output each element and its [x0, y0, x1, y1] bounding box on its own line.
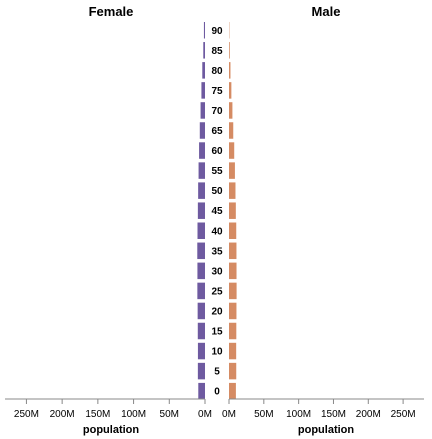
female-bar-age-55	[198, 162, 205, 179]
female-bar-age-25	[197, 282, 205, 300]
female-x-axis-title: population	[83, 424, 139, 436]
age-label-60: 60	[211, 146, 223, 157]
male-bar-age-20	[229, 302, 237, 320]
male-bar-age-15	[229, 322, 237, 340]
age-label-40: 40	[211, 226, 223, 237]
female-tick-label-250M: 250M	[14, 409, 39, 420]
male-tick-label-150M: 150M	[321, 409, 346, 420]
male-bar-age-50	[229, 182, 236, 199]
female-bar-age-70	[200, 102, 205, 119]
male-bar-age-45	[229, 202, 236, 219]
female-bar-age-75	[201, 82, 205, 99]
age-label-50: 50	[211, 186, 223, 197]
male-tick-label-250M: 250M	[391, 409, 416, 420]
female-bar-age-30	[197, 262, 205, 280]
male-bar-age-65	[229, 122, 234, 139]
male-tick-label-200M: 200M	[356, 409, 381, 420]
male-bar-age-35	[229, 242, 237, 260]
female-bar-age-80	[202, 62, 205, 79]
age-label-55: 55	[211, 166, 223, 177]
age-label-75: 75	[211, 86, 223, 97]
male-bars	[229, 22, 237, 400]
female-bar-age-5	[197, 362, 205, 380]
female-x-axis: 250M 200M 150M 100M 50M 0M	[5, 398, 212, 420]
female-tick-label-200M: 200M	[50, 409, 75, 420]
female-tick-label-100M: 100M	[121, 409, 146, 420]
age-label-85: 85	[211, 46, 223, 57]
age-label-20: 20	[211, 306, 223, 317]
male-bar-age-25	[229, 282, 237, 300]
female-tick-label-50M: 50M	[160, 409, 179, 420]
age-label-25: 25	[211, 286, 223, 297]
age-label-5: 5	[214, 367, 220, 378]
age-label-30: 30	[211, 266, 223, 277]
female-tick-label-150M: 150M	[85, 409, 110, 420]
age-label-35: 35	[211, 246, 223, 257]
male-x-axis: 0M 50M 100M 150M 200M 250M	[222, 398, 424, 420]
panel-title-male: Male	[312, 4, 341, 19]
female-bar-age-0	[198, 382, 205, 400]
male-bar-age-10	[229, 342, 237, 360]
female-bar-age-60	[199, 142, 205, 159]
female-bar-age-10	[197, 342, 205, 360]
age-label-45: 45	[211, 206, 223, 217]
age-label-90: 90	[211, 26, 223, 37]
male-bar-age-55	[229, 162, 235, 179]
female-bar-age-15	[197, 322, 205, 340]
male-bar-age-85	[229, 42, 230, 59]
male-bar-age-0	[229, 382, 236, 400]
male-bar-age-75	[229, 82, 232, 99]
male-bar-age-30	[229, 262, 237, 280]
female-bar-age-90	[203, 22, 205, 39]
female-bar-age-50	[198, 182, 205, 199]
male-tick-label-0M: 0M	[222, 409, 236, 420]
age-label-70: 70	[211, 106, 223, 117]
male-tick-label-50M: 50M	[254, 409, 273, 420]
male-bar-age-70	[229, 102, 233, 119]
age-label-10: 10	[211, 347, 223, 358]
age-label-80: 80	[211, 66, 223, 77]
female-bar-age-65	[199, 122, 205, 139]
panel-title-female: Female	[89, 4, 134, 19]
male-bar-age-80	[229, 62, 231, 79]
female-bar-age-85	[203, 42, 205, 59]
female-bar-age-45	[197, 202, 205, 219]
male-x-axis-title: population	[298, 424, 354, 436]
male-bar-age-40	[229, 222, 237, 239]
female-bar-age-20	[197, 302, 205, 320]
age-label-65: 65	[211, 126, 223, 137]
male-bar-age-60	[229, 142, 235, 159]
female-tick-label-0M: 0M	[198, 409, 212, 420]
age-label-15: 15	[211, 327, 223, 338]
female-bar-age-40	[197, 222, 205, 239]
male-bar-age-5	[229, 362, 237, 380]
female-bars	[197, 22, 205, 400]
male-tick-label-100M: 100M	[286, 409, 311, 420]
age-label-0: 0	[214, 387, 220, 398]
female-bar-age-35	[197, 242, 205, 260]
